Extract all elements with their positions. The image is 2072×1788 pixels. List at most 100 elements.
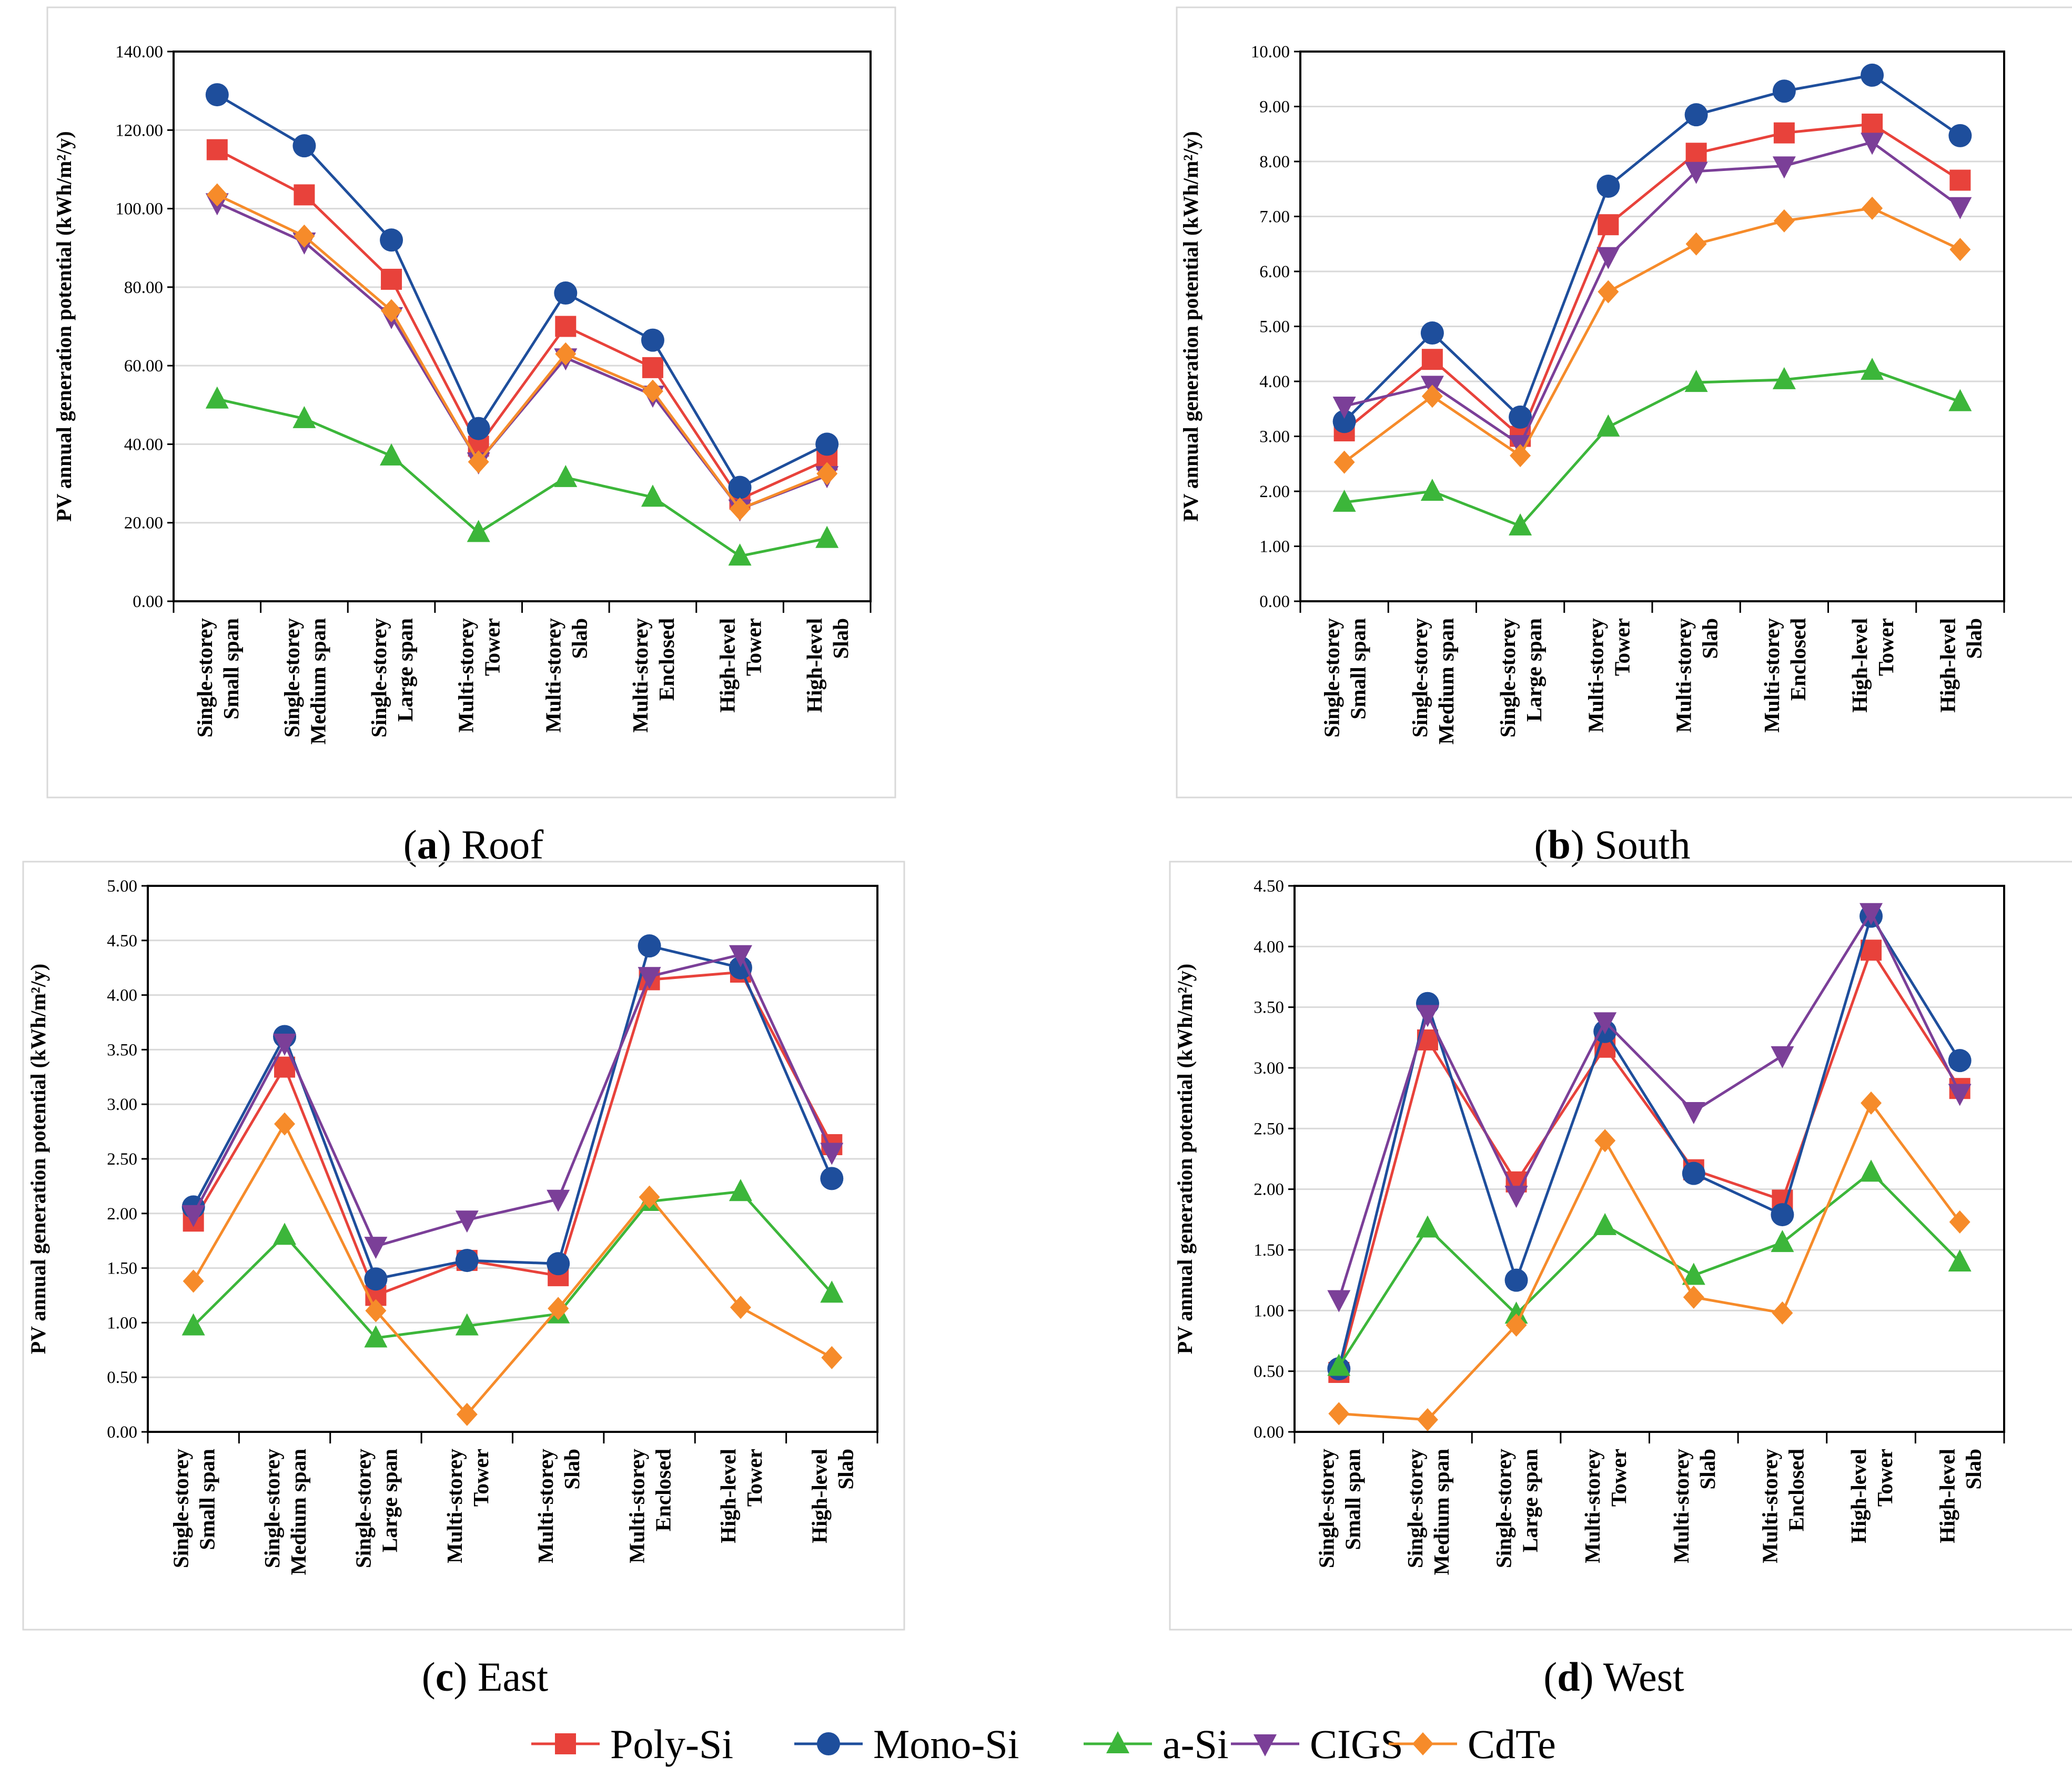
series-line: [1343, 207, 1961, 463]
y-tick-label: 0.00: [133, 592, 163, 611]
data-point: [1509, 405, 1532, 429]
data-point: [1773, 122, 1795, 144]
data-point: [1685, 232, 1707, 256]
data-point: [181, 1205, 205, 1227]
data-point: [547, 1189, 570, 1212]
legend: Poly-Si Mono-Si a-Si CIGS CdTe: [531, 1721, 1556, 1767]
legend-marker: [817, 1732, 840, 1755]
y-tick-label: 7.00: [1259, 208, 1290, 227]
data-point: [456, 1402, 478, 1426]
data-point: [1684, 161, 1708, 184]
data-point: [1771, 1230, 1794, 1252]
legend-marker: [1412, 1732, 1433, 1755]
legend-item-a-si: a-Si: [1084, 1721, 1229, 1767]
data-point: [554, 464, 578, 487]
data-point: [1771, 1203, 1794, 1227]
x-tick-label: Multi-storey Slab: [1669, 1449, 1720, 1563]
legend-label: a-Si: [1163, 1721, 1229, 1767]
x-tick-label: Single-storey Medium span: [1408, 618, 1458, 745]
x-tick-label-line: Tower: [742, 618, 766, 676]
series-line: [1337, 910, 1961, 1300]
x-tick-label-line: Single-storey: [193, 618, 217, 738]
data-point: [1505, 1314, 1527, 1337]
data-point: [468, 450, 489, 474]
data-point: [641, 328, 664, 352]
series-line: [192, 1190, 833, 1340]
series-line: [1337, 947, 1961, 1373]
series-line: [1344, 140, 1961, 447]
y-tick-label: 1.00: [1254, 1301, 1284, 1320]
x-tick-label: High-level Tower: [1847, 618, 1898, 713]
y-axis-label: PV annual generation potential (kWh/m²/y…: [26, 964, 50, 1354]
data-point: [1772, 156, 1796, 179]
y-tick-label: 0.00: [1254, 1423, 1284, 1442]
caption-letter: d: [1557, 1654, 1580, 1700]
x-tick-label-line: Slab: [1962, 1449, 1986, 1490]
y-axis-label: PV annual generation potential (kWh/m²/y…: [1173, 964, 1197, 1354]
legend-marker: [1106, 1731, 1129, 1753]
x-tick-label-line: Tower: [1873, 1449, 1897, 1507]
series-cigs: [1332, 133, 1972, 458]
y-tick-label: 140.00: [115, 43, 163, 62]
panel-frame: [1176, 6, 2072, 799]
y-tick-label: 120.00: [115, 121, 163, 140]
caption-letter: a: [417, 822, 438, 867]
caption-paren: ): [438, 822, 451, 867]
y-tick-label: 60.00: [124, 357, 163, 376]
series-cdte: [183, 1112, 843, 1426]
y-tick-label: 4.00: [1254, 937, 1284, 956]
x-tick-label-line: High-level: [1935, 618, 1959, 713]
x-tick-label: High-level Slab: [807, 1449, 857, 1543]
data-point: [1859, 903, 1883, 925]
series-mono-si: [1332, 63, 1972, 433]
data-point: [1598, 280, 1619, 304]
data-point: [729, 1179, 752, 1201]
chart-panel-a: 0.00 20.00 40.00 60.00 80.00 100.00 120.00 140.…: [46, 6, 896, 867]
data-point: [1510, 444, 1531, 468]
data-point: [1682, 1102, 1705, 1125]
data-point: [205, 83, 229, 107]
x-tick-label-line: Multi-storey: [625, 1449, 649, 1563]
x-tick-label-line: Small span: [219, 618, 243, 720]
x-tick-label: High-level Tower: [716, 1449, 766, 1543]
x-tick-label-line: Medium span: [286, 1449, 310, 1575]
y-tick-label: 10.00: [1251, 43, 1290, 62]
x-tick-label: Multi-storey Tower: [454, 618, 504, 733]
series-mono-si: [1327, 904, 1972, 1381]
y-tick-label: 0.50: [107, 1368, 137, 1387]
y-tick-label: 1.50: [1254, 1241, 1284, 1260]
x-tick-label: Multi-storey Tower: [442, 1449, 493, 1563]
data-point: [1862, 196, 1883, 220]
y-tick-label: 3.50: [107, 1041, 137, 1059]
caption-paren: ): [1571, 822, 1584, 867]
data-point: [273, 1033, 297, 1056]
x-tick-label: High-level Slab: [1935, 618, 1986, 713]
data-point: [1421, 349, 1443, 370]
data-point: [455, 1313, 479, 1336]
series-line: [1337, 913, 1961, 1369]
y-axis-label: PV annual generation potential (kWh/m²/y…: [1179, 131, 1202, 521]
legend-item-poly-si: Poly-Si: [531, 1721, 733, 1767]
y-tick-label: 1.50: [107, 1259, 137, 1278]
y-tick-label: 0.00: [1259, 592, 1290, 611]
data-point: [728, 543, 752, 566]
data-point: [1861, 133, 1884, 155]
data-point: [1862, 113, 1883, 135]
chart-panel-d: 0.00 0.50 1.00 1.50 2.00 2.50 3.00 3.50 4.00 4.50…: [1169, 861, 2072, 1700]
caption-text: West: [1594, 1654, 1684, 1700]
x-tick-label: Multi-storey Slab: [533, 1449, 584, 1563]
data-point: [1773, 209, 1795, 233]
x-tick-label-line: Slab: [567, 618, 591, 659]
legend-label: CIGS: [1310, 1721, 1403, 1767]
legend-label: Mono-Si: [873, 1721, 1019, 1767]
series-a-si: [205, 386, 839, 566]
data-point: [638, 967, 661, 989]
x-tick-label-line: Slab: [833, 1449, 857, 1490]
data-point: [292, 406, 316, 428]
data-point: [181, 1313, 205, 1336]
legend-item-cdte: CdTe: [1389, 1721, 1556, 1767]
x-tick-label: Single-storey Medium span: [260, 1449, 310, 1575]
panel-caption: (d) West: [1543, 1654, 1684, 1700]
data-point: [1421, 385, 1443, 408]
x-tick-label: Single-storey Small span: [193, 618, 243, 738]
